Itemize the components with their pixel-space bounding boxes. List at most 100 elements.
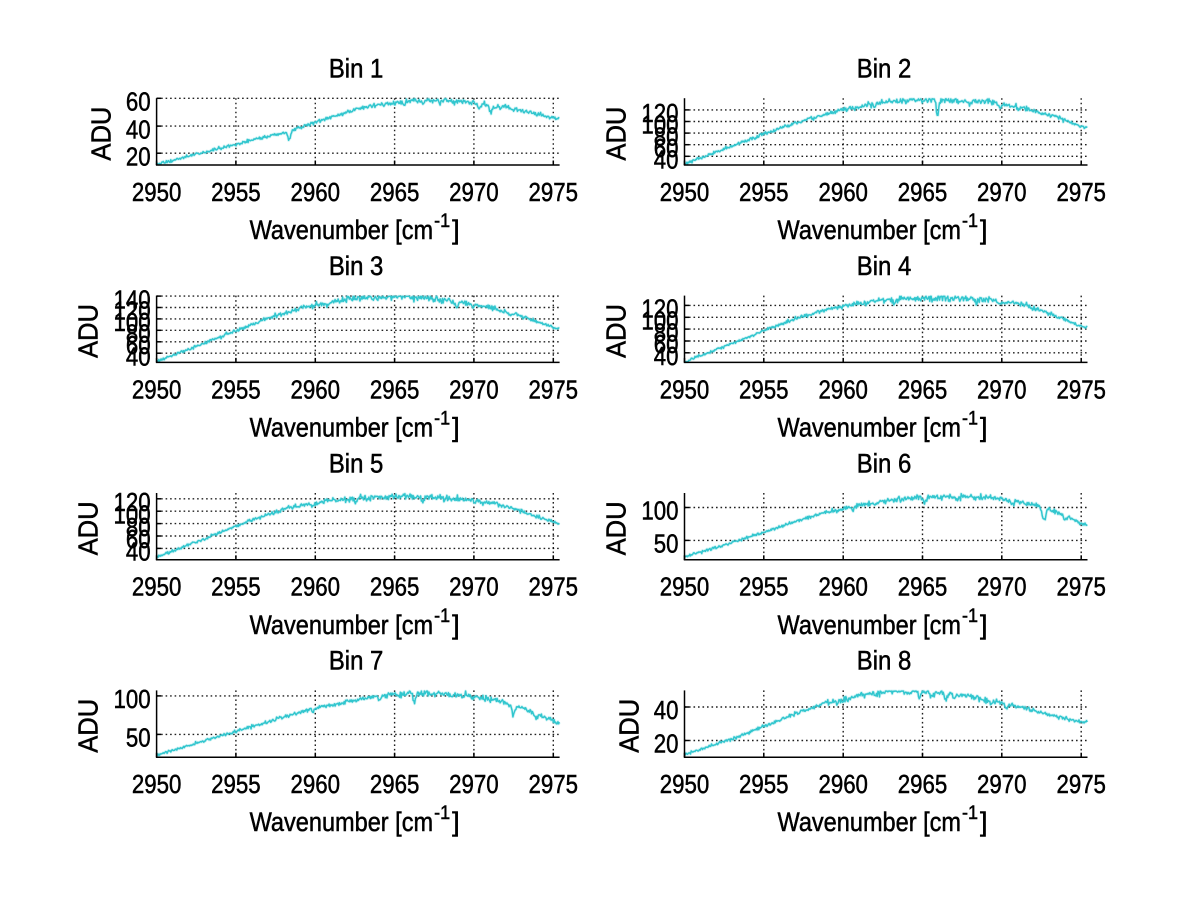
svg-text:]: ] xyxy=(980,807,988,837)
svg-text:Bin 3: Bin 3 xyxy=(329,251,384,281)
svg-text:2965: 2965 xyxy=(370,769,420,799)
svg-text:2970: 2970 xyxy=(977,374,1027,404)
svg-text:2970: 2970 xyxy=(449,374,499,404)
svg-text:-1: -1 xyxy=(962,408,978,429)
svg-text:Bin 7: Bin 7 xyxy=(329,646,384,676)
svg-text:40: 40 xyxy=(654,341,679,371)
svg-text:Wavenumber [cm: Wavenumber [cm xyxy=(778,412,962,442)
svg-text:2950: 2950 xyxy=(132,374,182,404)
svg-text:100: 100 xyxy=(641,496,678,526)
svg-text:-1: -1 xyxy=(962,803,978,824)
svg-text:2950: 2950 xyxy=(132,177,182,207)
svg-text:Bin 2: Bin 2 xyxy=(857,54,912,84)
svg-text:2970: 2970 xyxy=(977,177,1027,207)
svg-text:ADU: ADU xyxy=(601,501,632,555)
svg-text:2960: 2960 xyxy=(818,177,868,207)
svg-text:2965: 2965 xyxy=(898,374,948,404)
svg-text:20: 20 xyxy=(126,141,151,171)
svg-text:2950: 2950 xyxy=(660,769,710,799)
svg-text:2965: 2965 xyxy=(898,769,948,799)
svg-text:80: 80 xyxy=(654,121,679,151)
svg-text:2950: 2950 xyxy=(660,572,710,602)
svg-text:40: 40 xyxy=(126,341,151,371)
svg-text:50: 50 xyxy=(654,529,679,559)
svg-text:Bin 4: Bin 4 xyxy=(857,251,912,281)
svg-text:2970: 2970 xyxy=(449,177,499,207)
svg-text:60: 60 xyxy=(654,133,679,163)
svg-text:2960: 2960 xyxy=(291,374,341,404)
svg-text:120: 120 xyxy=(641,98,678,128)
svg-text:100: 100 xyxy=(114,684,151,714)
svg-text:80: 80 xyxy=(126,319,151,349)
svg-text:2975: 2975 xyxy=(1056,177,1106,207)
svg-text:80: 80 xyxy=(654,317,679,347)
svg-text:Bin 5: Bin 5 xyxy=(329,448,384,478)
svg-text:-1: -1 xyxy=(434,803,450,824)
svg-text:80: 80 xyxy=(126,512,151,542)
svg-text:2955: 2955 xyxy=(739,177,789,207)
svg-text:Wavenumber [cm: Wavenumber [cm xyxy=(778,215,962,245)
svg-text:]: ] xyxy=(452,807,460,837)
svg-text:2955: 2955 xyxy=(739,769,789,799)
svg-text:2950: 2950 xyxy=(132,769,182,799)
svg-text:2955: 2955 xyxy=(739,572,789,602)
svg-text:2950: 2950 xyxy=(660,374,710,404)
svg-text:]: ] xyxy=(452,412,460,442)
svg-text:40: 40 xyxy=(126,114,151,144)
svg-text:20: 20 xyxy=(654,729,679,759)
svg-text:2975: 2975 xyxy=(1056,769,1106,799)
svg-text:100: 100 xyxy=(641,110,678,140)
svg-text:120: 120 xyxy=(114,487,151,517)
svg-text:2975: 2975 xyxy=(529,572,579,602)
svg-text:2965: 2965 xyxy=(898,177,948,207)
svg-text:40: 40 xyxy=(654,695,679,725)
svg-text:120: 120 xyxy=(641,294,678,324)
svg-text:]: ] xyxy=(452,215,460,245)
svg-text:-1: -1 xyxy=(434,211,450,232)
svg-text:2975: 2975 xyxy=(529,769,579,799)
svg-text:100: 100 xyxy=(641,306,678,336)
svg-text:2965: 2965 xyxy=(370,177,420,207)
svg-text:]: ] xyxy=(980,412,988,442)
svg-text:ADU: ADU xyxy=(73,699,104,753)
svg-text:Wavenumber [cm: Wavenumber [cm xyxy=(778,610,962,640)
svg-text:2955: 2955 xyxy=(211,572,261,602)
svg-text:]: ] xyxy=(980,215,988,245)
svg-text:40: 40 xyxy=(654,145,679,175)
svg-text:2950: 2950 xyxy=(660,177,710,207)
svg-text:ADU: ADU xyxy=(73,304,104,358)
svg-text:2960: 2960 xyxy=(291,177,341,207)
svg-text:2955: 2955 xyxy=(211,769,261,799)
svg-text:ADU: ADU xyxy=(601,107,632,161)
svg-text:2975: 2975 xyxy=(529,374,579,404)
svg-text:100: 100 xyxy=(114,499,151,529)
svg-text:Wavenumber [cm: Wavenumber [cm xyxy=(250,610,434,640)
svg-text:60: 60 xyxy=(126,87,151,117)
svg-text:ADU: ADU xyxy=(601,304,632,358)
svg-text:50: 50 xyxy=(126,723,151,753)
svg-text:]: ] xyxy=(980,610,988,640)
svg-text:2960: 2960 xyxy=(291,572,341,602)
svg-text:2975: 2975 xyxy=(529,177,579,207)
svg-text:2960: 2960 xyxy=(818,374,868,404)
svg-text:60: 60 xyxy=(126,330,151,360)
svg-text:2955: 2955 xyxy=(211,374,261,404)
svg-text:2960: 2960 xyxy=(291,769,341,799)
svg-text:Wavenumber [cm: Wavenumber [cm xyxy=(250,412,434,442)
svg-text:2950: 2950 xyxy=(132,572,182,602)
svg-text:120: 120 xyxy=(114,296,151,326)
svg-text:Bin 8: Bin 8 xyxy=(857,646,912,676)
svg-text:2965: 2965 xyxy=(370,374,420,404)
svg-text:ADU: ADU xyxy=(614,699,645,753)
svg-text:Bin 6: Bin 6 xyxy=(857,448,912,478)
svg-text:2970: 2970 xyxy=(977,769,1027,799)
svg-text:Bin 1: Bin 1 xyxy=(329,54,384,84)
svg-text:2955: 2955 xyxy=(739,374,789,404)
svg-text:ADU: ADU xyxy=(73,501,104,555)
svg-text:2970: 2970 xyxy=(449,769,499,799)
svg-text:2955: 2955 xyxy=(211,177,261,207)
svg-text:2975: 2975 xyxy=(1056,374,1106,404)
svg-text:ADU: ADU xyxy=(86,107,117,161)
svg-text:2960: 2960 xyxy=(818,769,868,799)
svg-text:Wavenumber [cm: Wavenumber [cm xyxy=(250,215,434,245)
